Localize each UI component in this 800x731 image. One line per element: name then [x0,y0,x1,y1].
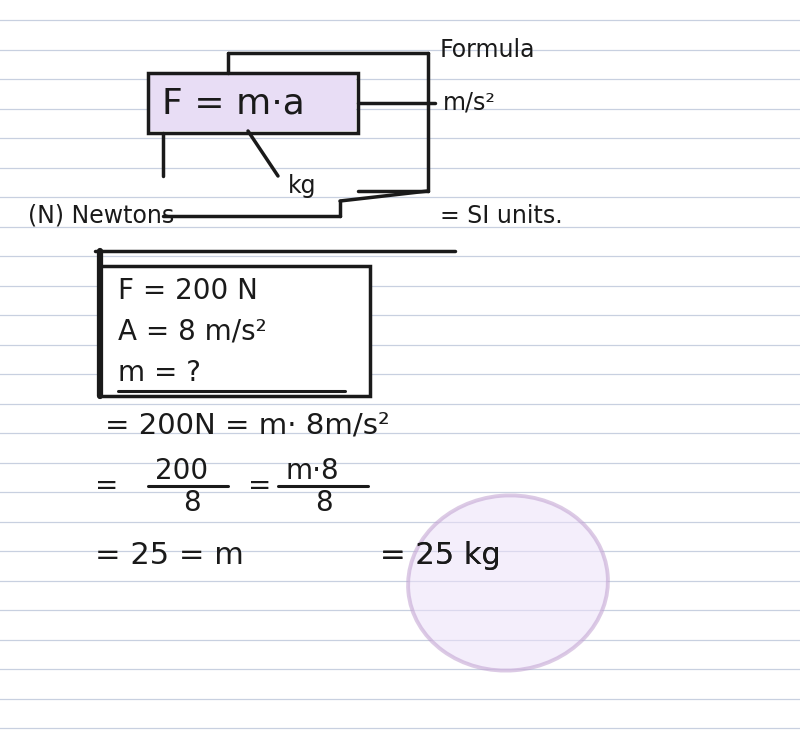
Text: = SI units.: = SI units. [440,204,562,228]
Text: 8: 8 [315,489,333,517]
Text: F = 200 N: F = 200 N [118,277,258,305]
Text: 8: 8 [183,489,201,517]
Text: Formula: Formula [440,38,535,62]
Text: 200: 200 [155,457,208,485]
Text: = 25 = m: = 25 = m [95,542,244,570]
Text: (N) Newtons: (N) Newtons [28,204,174,228]
Text: m = ?: m = ? [118,359,201,387]
FancyBboxPatch shape [100,266,370,396]
Text: kg: kg [288,174,317,198]
Text: A = 8 m/s²: A = 8 m/s² [118,317,266,345]
Text: = 25 kg: = 25 kg [380,542,501,570]
Text: =: = [95,472,118,500]
Text: F = m·a: F = m·a [162,86,305,120]
Text: = 25 kg: = 25 kg [380,542,501,570]
Text: =: = [248,472,271,500]
Text: = 200N = m· 8m/s²: = 200N = m· 8m/s² [105,412,390,440]
Text: m·8: m·8 [285,457,338,485]
Ellipse shape [408,496,608,670]
Text: m/s²: m/s² [443,91,496,115]
Bar [150,75,356,131]
